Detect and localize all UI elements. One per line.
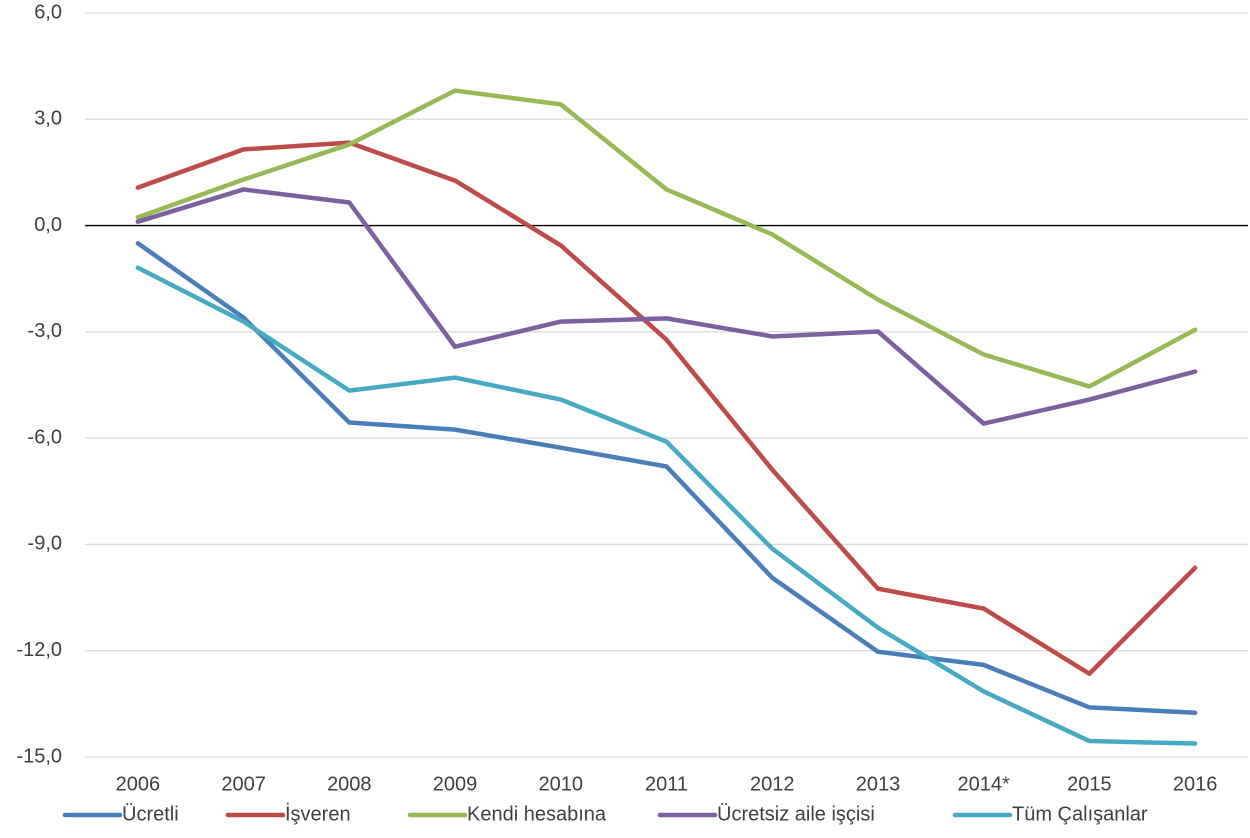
series-line (135, 140, 1198, 676)
x-tick-label: 2016 (1173, 773, 1218, 795)
x-tick-label: 2008 (327, 773, 372, 795)
y-tick-label: -15,0 (16, 745, 62, 767)
x-tick-label: 2006 (116, 773, 161, 795)
legend-label: Tüm Çalışanlar (1012, 803, 1148, 825)
series-line (135, 187, 1198, 426)
y-tick-label: 3,0 (34, 108, 62, 130)
series-line (135, 265, 1198, 746)
x-tick-label: 2014* (958, 773, 1010, 795)
y-tick-label: -9,0 (28, 533, 62, 555)
x-tick-label: 2012 (750, 773, 795, 795)
x-tick-label: 2011 (645, 773, 688, 795)
y-tick-label: -12,0 (16, 639, 62, 661)
x-tick-label: 2007 (221, 773, 266, 795)
series-line (135, 241, 1198, 715)
x-tick-label: 2013 (856, 773, 901, 795)
legend-label: Ücretsiz aile işçisi (717, 803, 875, 825)
legend-label: İşveren (285, 802, 351, 825)
y-tick-label: -6,0 (28, 426, 62, 448)
x-tick-label: 2010 (539, 773, 584, 795)
y-tick-label: -3,0 (28, 320, 62, 342)
x-tick-label: 2009 (433, 773, 478, 795)
y-tick-label: 0,0 (34, 214, 62, 236)
legend-label: Kendi hesabına (467, 803, 607, 825)
y-tick-label: 6,0 (34, 1, 62, 23)
x-tick-label: 2015 (1067, 773, 1112, 795)
legend-label: Ücretli (122, 803, 179, 825)
series-line (135, 88, 1198, 389)
